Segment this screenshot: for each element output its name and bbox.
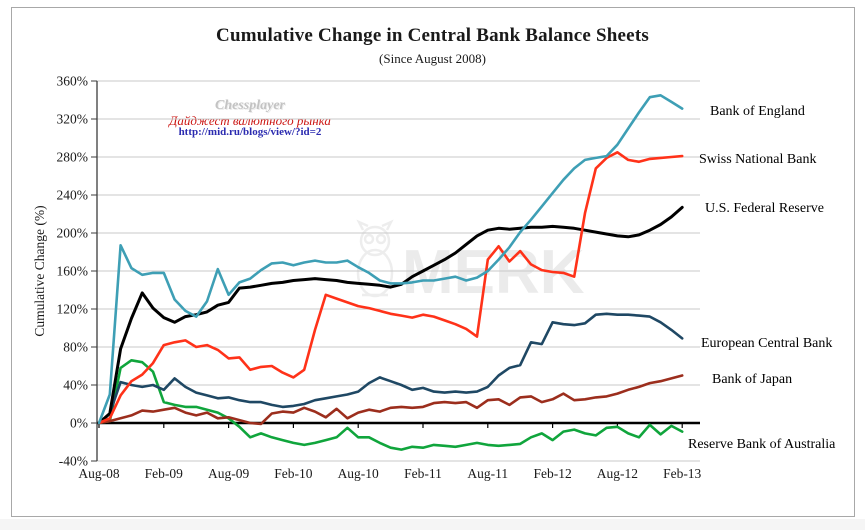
page-background-strip bbox=[0, 519, 865, 530]
watermark-author: Chessplayer bbox=[215, 98, 285, 113]
watermark-blog-name: Дайджест валютного рынка bbox=[169, 112, 331, 128]
series-label-reserve-bank-of-australia: Reserve Bank of Australia bbox=[688, 437, 836, 452]
watermark-url: http://mid.ru/blogs/view/?id=2 bbox=[178, 126, 322, 139]
y-tick-label: 200% bbox=[57, 226, 89, 241]
x-tick-label: Feb-09 bbox=[145, 466, 183, 481]
series-line-reserve-bank-of-australia bbox=[97, 358, 684, 451]
y-tick-label: 120% bbox=[57, 302, 89, 317]
series-label-swiss-national-bank: Swiss National Bank bbox=[699, 152, 816, 167]
series-label-bank-of-england: Bank of England bbox=[710, 104, 805, 119]
x-tick-label: Aug-11 bbox=[467, 466, 508, 481]
x-tick-label: Feb-11 bbox=[404, 466, 442, 481]
y-tick-label: 160% bbox=[57, 264, 89, 279]
series-label-bank-of-japan: Bank of Japan bbox=[712, 372, 792, 387]
y-tick-label: 0% bbox=[70, 416, 88, 431]
x-tick-label: Aug-10 bbox=[338, 466, 379, 481]
y-tick-label: 280% bbox=[57, 150, 89, 165]
y-tick-label: 320% bbox=[57, 112, 89, 127]
chart-subtitle: (Since August 2008) bbox=[379, 51, 486, 66]
y-tick-label: 80% bbox=[63, 340, 88, 355]
x-tick-label: Aug-08 bbox=[78, 466, 119, 481]
y-tick-label: 360% bbox=[57, 74, 89, 89]
x-tick-label: Feb-13 bbox=[663, 466, 701, 481]
y-tick-label: 240% bbox=[57, 188, 89, 203]
source-watermark: Chessplayer Дайджест валютного рынка htt… bbox=[140, 98, 360, 139]
x-tick-label: Aug-12 bbox=[597, 466, 638, 481]
x-tick-label: Feb-10 bbox=[274, 466, 312, 481]
x-tick-label: Aug-09 bbox=[208, 466, 249, 481]
series-line-bank-of-england bbox=[97, 94, 684, 425]
merk-watermark: MERK bbox=[356, 219, 585, 307]
series-line-swiss-national-bank bbox=[97, 151, 684, 425]
chart-frame bbox=[11, 7, 855, 517]
y-tick-label: -40% bbox=[59, 454, 88, 469]
x-tick-label: Feb-12 bbox=[533, 466, 571, 481]
series-line-bank-of-japan bbox=[97, 374, 684, 426]
series-label-european-central-bank: European Central Bank bbox=[701, 336, 832, 351]
y-tick-label: 40% bbox=[63, 378, 88, 393]
chart-title: Cumulative Change in Central Bank Balanc… bbox=[216, 25, 649, 46]
series-line-european-central-bank bbox=[97, 312, 684, 425]
series-label-u-s-federal-reserve: U.S. Federal Reserve bbox=[705, 201, 824, 216]
owl-logo-icon bbox=[356, 219, 394, 298]
